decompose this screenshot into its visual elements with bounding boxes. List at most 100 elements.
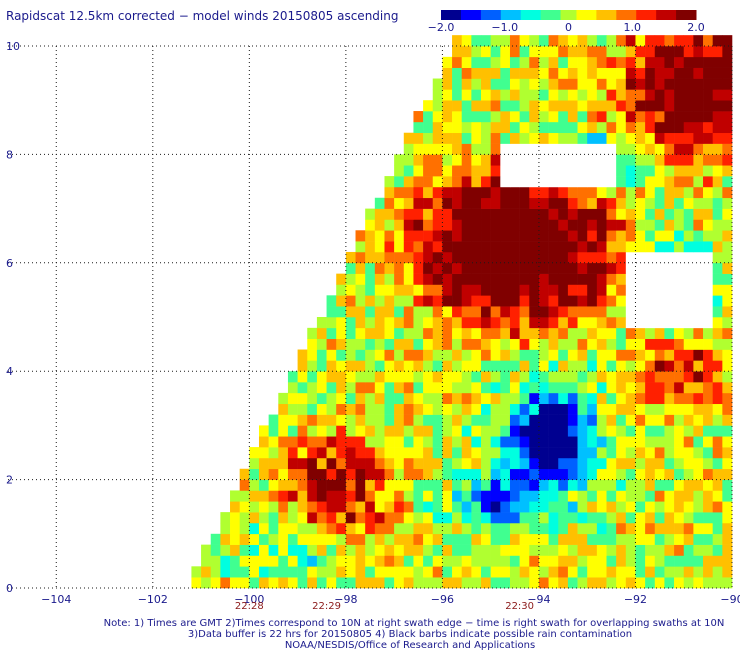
heatmap-cell: [519, 89, 530, 101]
heatmap-cell: [413, 436, 424, 448]
heatmap-cell: [481, 371, 491, 383]
heatmap-cell: [683, 165, 694, 177]
heatmap-cell: [712, 165, 723, 177]
heatmap-cell: [509, 327, 520, 339]
heatmap-cell: [654, 317, 665, 329]
heatmap-cell: [297, 425, 308, 437]
heatmap-cell: [587, 78, 598, 90]
heatmap-cell: [490, 360, 501, 372]
heatmap-cell: [567, 457, 578, 470]
grid-lines: [8, 45, 733, 589]
heatmap-cell: [596, 317, 607, 329]
heatmap-cell: [374, 468, 385, 480]
heatmap-cell: [365, 403, 376, 415]
heatmap-cell: [693, 544, 704, 556]
heatmap-cell: [625, 522, 636, 535]
heatmap-cell: [519, 436, 530, 448]
heatmap-cell: [712, 241, 723, 253]
note-line-2: 3)Data buffer is 22 hrs for 20150805 4) …: [188, 629, 632, 640]
heatmap-cell: [654, 338, 665, 350]
heatmap-cell: [394, 327, 405, 339]
heatmap-cell: [722, 262, 733, 274]
heatmap-cell: [645, 273, 656, 285]
heatmap-cell: [365, 501, 376, 513]
heatmap-cell: [635, 512, 646, 524]
heatmap-cell: [345, 566, 356, 578]
heatmap-cell: [471, 392, 482, 405]
heatmap-cell: [683, 479, 694, 491]
heatmap-cell: [548, 338, 559, 350]
heatmap-cell: [461, 555, 472, 567]
heatmap-cell: [432, 392, 443, 405]
heatmap-cell: [355, 414, 366, 426]
heatmap-cell: [471, 143, 482, 155]
heatmap-cell: [683, 490, 694, 502]
heatmap-cell: [538, 35, 549, 47]
heatmap-cell: [654, 360, 665, 372]
heatmap-cell: [529, 186, 540, 199]
heatmap-cell: [645, 566, 656, 578]
heatmap-cell: [461, 230, 472, 242]
heatmap-cell: [471, 403, 482, 415]
heatmap-cell: [606, 349, 617, 361]
heatmap-cell: [461, 100, 472, 112]
heatmap-cell: [345, 349, 356, 361]
heatmap-cell: [471, 501, 482, 513]
heatmap-cell: [442, 555, 453, 567]
heatmap-cell: [471, 371, 482, 383]
heatmap-cell: [625, 284, 636, 296]
heatmap-cell: [432, 284, 443, 296]
heatmap-cell: [278, 457, 289, 470]
heatmap-cell: [365, 284, 376, 296]
heatmap-cell: [403, 273, 414, 285]
heatmap-cell: [635, 479, 646, 491]
heatmap-cell: [654, 208, 665, 220]
heatmap-cell: [461, 67, 472, 79]
heatmap-cell: [249, 468, 260, 480]
heatmap-cell: [567, 284, 578, 296]
heatmap-cell: [201, 577, 212, 589]
heatmap-cell: [413, 490, 424, 502]
heatmap-cell: [268, 512, 279, 524]
heatmap-cell: [596, 284, 607, 296]
heatmap-cell: [635, 577, 646, 589]
colorbar-segment: [492, 10, 498, 20]
heatmap-cell: [268, 544, 279, 556]
heatmap-cell: [481, 154, 491, 166]
heatmap-cell: [596, 111, 607, 123]
heatmap-cell: [596, 479, 607, 491]
heatmap-cell: [519, 121, 530, 134]
heatmap-cell: [674, 468, 685, 480]
heatmap-cell: [452, 295, 463, 307]
heatmap-cell: [587, 295, 598, 307]
heatmap-cell: [471, 490, 482, 502]
heatmap-cell: [432, 273, 443, 285]
heatmap-cell: [693, 165, 704, 177]
heatmap-cell: [712, 371, 723, 383]
heatmap-cell: [712, 479, 723, 491]
heatmap-cell: [307, 349, 318, 361]
heatmap-cell: [664, 544, 675, 556]
heatmap-cell: [635, 533, 646, 545]
heatmap-cell: [519, 566, 530, 578]
heatmap-cell: [403, 132, 414, 144]
heatmap-cell: [500, 46, 511, 58]
heatmap-cell: [548, 392, 559, 405]
heatmap-cell: [461, 186, 472, 199]
heatmap-cell: [712, 186, 723, 199]
heatmap-cell: [413, 360, 424, 372]
heatmap-cell: [577, 338, 588, 350]
heatmap-cell: [693, 306, 704, 318]
heatmap-cell: [635, 273, 646, 285]
colorbar-segment: [684, 10, 689, 20]
heatmap-cell: [423, 512, 434, 524]
heatmap-cell: [529, 501, 540, 513]
heatmap-cell: [645, 262, 656, 274]
heatmap-cell: [481, 447, 491, 459]
heatmap-cell: [481, 414, 491, 426]
heatmap-cell: [625, 479, 636, 491]
heatmap-cell: [538, 457, 549, 470]
heatmap-cell: [693, 208, 704, 220]
heatmap-cell: [249, 512, 260, 524]
